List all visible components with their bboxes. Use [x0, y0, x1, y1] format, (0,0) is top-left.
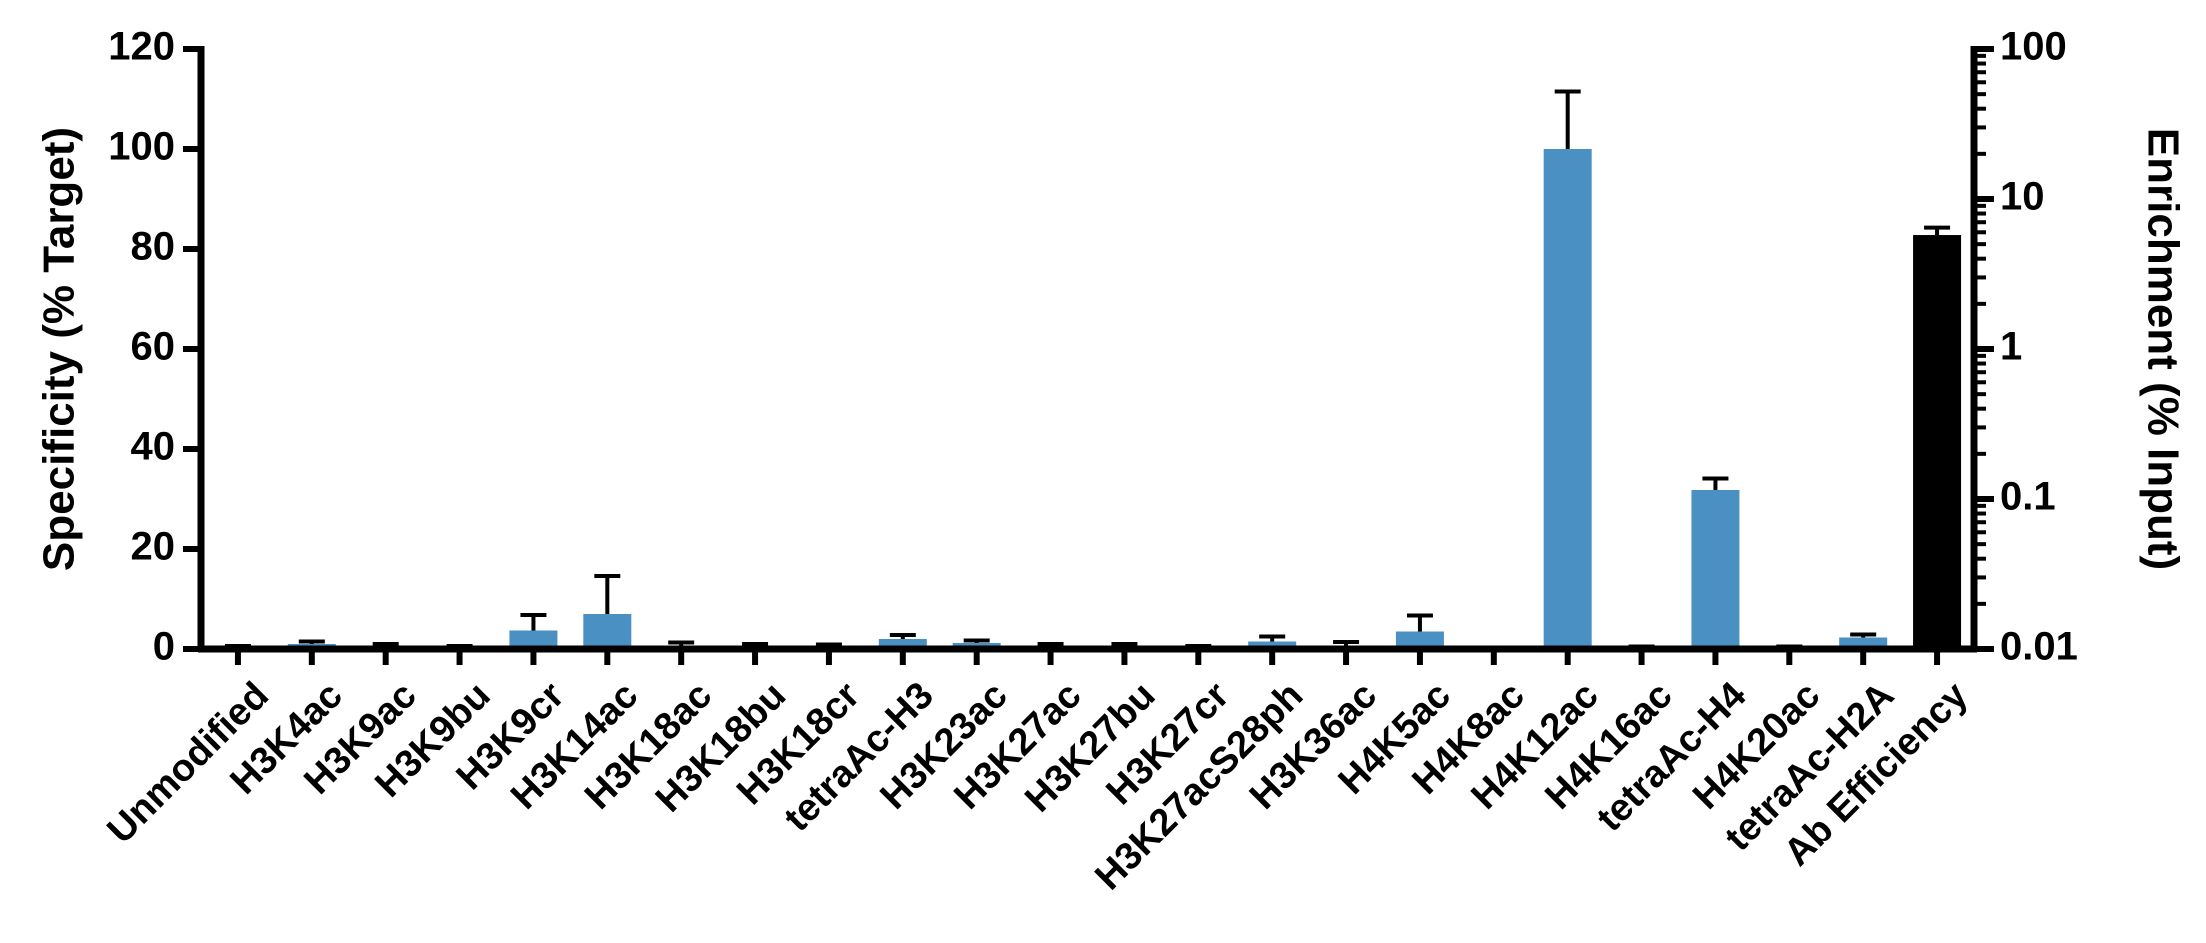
bar — [509, 630, 558, 649]
y2-tick-label: 100 — [2000, 25, 2067, 69]
bar — [1543, 149, 1592, 649]
bar — [878, 639, 927, 649]
bar — [583, 614, 632, 649]
error-bar — [1924, 225, 1951, 236]
y-tick-label: 60 — [131, 325, 176, 369]
bar — [1839, 637, 1888, 649]
y-tick-label: 120 — [108, 25, 175, 69]
error-bar — [1333, 640, 1360, 646]
error-bar — [1406, 613, 1433, 632]
bar — [1691, 490, 1740, 649]
error-bar — [298, 639, 325, 644]
error-bar — [594, 574, 621, 614]
bar — [1248, 641, 1297, 649]
y2-tick-label: 1 — [2000, 325, 2022, 369]
bar — [1913, 235, 1962, 650]
y2-axis-title: Enrichment (% Input) — [2138, 128, 2187, 570]
y-tick-label: 20 — [131, 525, 176, 569]
error-bar — [1554, 89, 1581, 149]
error-bar — [1850, 632, 1877, 638]
y-tick-label: 80 — [131, 225, 176, 269]
y2-tick-label: 0.01 — [2000, 625, 2078, 669]
y-tick-label: 0 — [153, 625, 175, 669]
error-bar — [963, 638, 990, 643]
error-bar — [520, 613, 547, 631]
y-axis-title: Specificity (% Target) — [35, 127, 84, 571]
error-bar — [1259, 634, 1286, 642]
y2-tick-label: 10 — [2000, 175, 2045, 219]
y2-tick-label: 0.1 — [2000, 475, 2056, 519]
error-bar — [1702, 476, 1729, 490]
y-tick-label: 100 — [108, 125, 175, 169]
bar — [1395, 631, 1444, 649]
y-tick-label: 40 — [131, 425, 176, 469]
error-bar — [889, 633, 916, 639]
